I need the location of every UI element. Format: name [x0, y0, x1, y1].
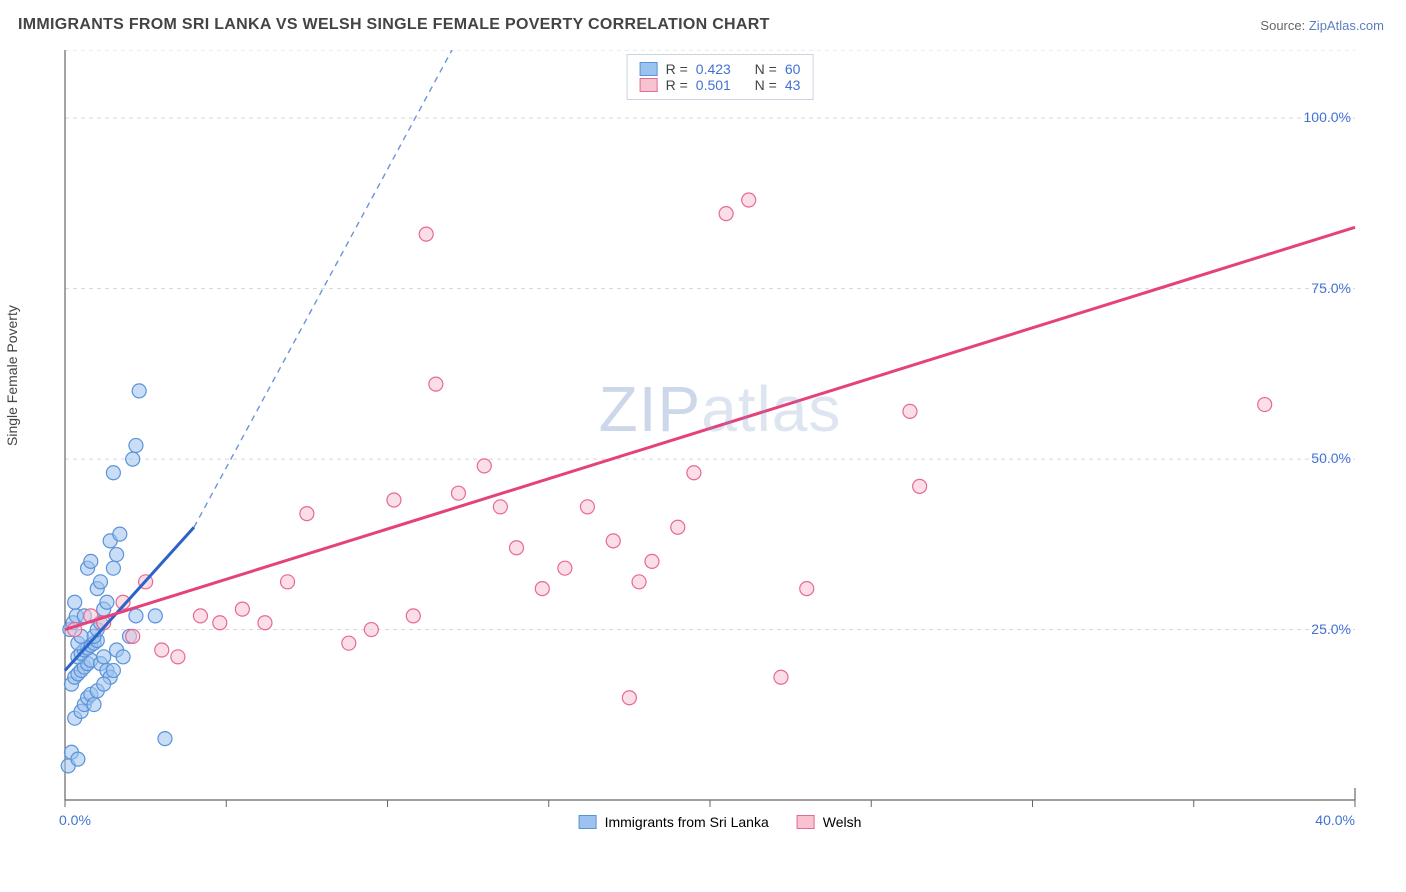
legend-item: Immigrants from Sri Lanka — [579, 814, 769, 830]
n-label: N = — [755, 61, 777, 77]
legend-swatch — [797, 815, 815, 829]
r-value: 0.423 — [696, 61, 731, 77]
legend-row: R = 0.423 N = 60 — [640, 61, 801, 77]
n-value: 43 — [785, 77, 801, 93]
legend-item: Welsh — [797, 814, 862, 830]
tick-label: 100.0% — [1304, 109, 1351, 125]
legend-swatch — [640, 62, 658, 76]
plot-area: ZIPatlas R =0.423 N =60R =0.501 N =43 Im… — [55, 50, 1385, 830]
tick-label: 40.0% — [1315, 812, 1355, 828]
legend-label: Welsh — [823, 814, 862, 830]
n-value: 60 — [785, 61, 801, 77]
scatter-chart — [55, 50, 1385, 830]
tick-label: 0.0% — [59, 812, 91, 828]
y-axis-label: Single Female Poverty — [4, 305, 20, 446]
tick-label: 50.0% — [1311, 450, 1351, 466]
legend-swatch — [640, 78, 658, 92]
legend-row: R = 0.501 N = 43 — [640, 77, 801, 93]
source-value: ZipAtlas.com — [1309, 18, 1384, 33]
r-label: R = — [666, 77, 688, 93]
r-label: R = — [666, 61, 688, 77]
chart-title: IMMIGRANTS FROM SRI LANKA VS WELSH SINGL… — [18, 16, 770, 34]
legend-swatch — [579, 815, 597, 829]
series-legend: Immigrants from Sri Lanka Welsh — [579, 814, 862, 830]
r-value: 0.501 — [696, 77, 731, 93]
n-label: N = — [755, 77, 777, 93]
legend-label: Immigrants from Sri Lanka — [605, 814, 769, 830]
source-attribution: Source: ZipAtlas.com — [1260, 18, 1384, 33]
tick-label: 25.0% — [1311, 621, 1351, 637]
correlation-legend: R = 0.423 N = 60 R = 0.501 N = 43 — [627, 54, 814, 100]
source-label: Source: — [1260, 18, 1305, 33]
tick-label: 75.0% — [1311, 280, 1351, 296]
